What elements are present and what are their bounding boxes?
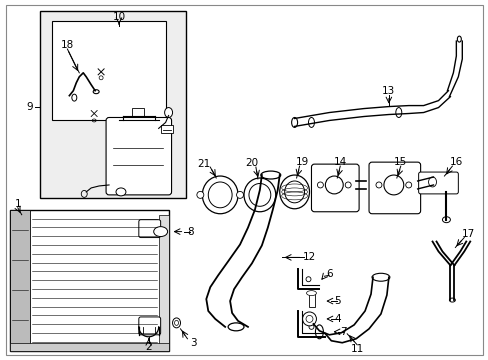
Ellipse shape bbox=[308, 117, 314, 127]
FancyBboxPatch shape bbox=[139, 220, 161, 238]
Ellipse shape bbox=[93, 90, 99, 94]
Text: 21: 21 bbox=[197, 159, 210, 169]
Ellipse shape bbox=[116, 188, 126, 196]
Text: 2: 2 bbox=[145, 342, 152, 352]
Ellipse shape bbox=[371, 273, 389, 281]
Ellipse shape bbox=[395, 108, 401, 117]
Ellipse shape bbox=[325, 176, 343, 194]
Ellipse shape bbox=[244, 178, 275, 212]
Ellipse shape bbox=[442, 217, 449, 223]
Text: 16: 16 bbox=[449, 157, 462, 167]
Bar bbox=[10, 210, 168, 351]
FancyBboxPatch shape bbox=[139, 317, 161, 335]
Text: 18: 18 bbox=[61, 40, 74, 50]
Ellipse shape bbox=[456, 36, 460, 42]
Text: 11: 11 bbox=[350, 344, 363, 354]
Text: 15: 15 bbox=[393, 157, 407, 167]
Bar bbox=[308, 293, 315, 307]
Ellipse shape bbox=[153, 227, 167, 237]
Text: 3: 3 bbox=[190, 338, 196, 348]
Ellipse shape bbox=[172, 318, 180, 328]
Text: 14: 14 bbox=[333, 157, 346, 167]
FancyBboxPatch shape bbox=[418, 172, 457, 194]
Text: 17: 17 bbox=[461, 229, 474, 239]
FancyBboxPatch shape bbox=[368, 162, 420, 214]
Text: 12: 12 bbox=[302, 252, 315, 262]
Ellipse shape bbox=[291, 117, 297, 127]
Ellipse shape bbox=[248, 184, 270, 206]
Text: 10: 10 bbox=[112, 12, 125, 22]
Ellipse shape bbox=[260, 171, 280, 179]
Ellipse shape bbox=[302, 312, 316, 326]
Bar bbox=[40, 11, 186, 198]
Ellipse shape bbox=[202, 176, 238, 214]
Ellipse shape bbox=[375, 182, 381, 188]
Ellipse shape bbox=[236, 192, 243, 198]
Ellipse shape bbox=[197, 192, 203, 198]
Ellipse shape bbox=[228, 323, 244, 331]
Ellipse shape bbox=[317, 182, 323, 188]
Bar bbox=[161, 125, 172, 133]
Text: 20: 20 bbox=[245, 158, 258, 168]
Text: 1: 1 bbox=[15, 199, 21, 209]
Ellipse shape bbox=[305, 315, 312, 323]
Text: 9: 9 bbox=[26, 102, 33, 112]
Bar bbox=[158, 215, 168, 346]
Ellipse shape bbox=[345, 182, 350, 188]
Ellipse shape bbox=[279, 175, 309, 209]
Text: 4: 4 bbox=[333, 314, 340, 324]
Ellipse shape bbox=[315, 325, 323, 339]
FancyBboxPatch shape bbox=[106, 117, 171, 195]
Bar bbox=[10, 210, 30, 351]
Ellipse shape bbox=[284, 181, 304, 203]
Ellipse shape bbox=[427, 177, 436, 187]
Ellipse shape bbox=[405, 182, 411, 188]
Bar bbox=[132, 108, 143, 116]
Text: 8: 8 bbox=[187, 226, 193, 237]
Ellipse shape bbox=[306, 291, 316, 296]
Text: 5: 5 bbox=[333, 296, 340, 306]
Text: 7: 7 bbox=[339, 327, 346, 337]
Text: 19: 19 bbox=[295, 157, 308, 167]
FancyBboxPatch shape bbox=[311, 164, 358, 212]
Bar bbox=[10, 343, 168, 351]
Ellipse shape bbox=[448, 298, 454, 302]
Ellipse shape bbox=[383, 175, 403, 195]
Ellipse shape bbox=[208, 182, 232, 208]
Bar bbox=[51, 21, 165, 121]
Text: 6: 6 bbox=[325, 269, 332, 279]
Ellipse shape bbox=[164, 108, 172, 117]
Text: 13: 13 bbox=[382, 86, 395, 96]
